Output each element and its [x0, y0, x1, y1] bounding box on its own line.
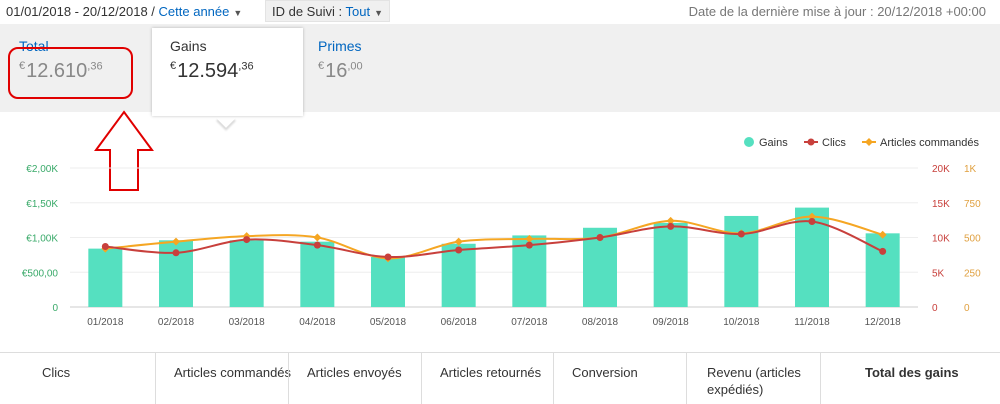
- point-clics: [172, 249, 180, 257]
- left-axis-tick: €500,00: [22, 268, 59, 279]
- x-axis-tick: 02/2018: [158, 317, 195, 328]
- chevron-down-icon[interactable]: ▼: [233, 8, 243, 18]
- point-clics: [101, 243, 109, 251]
- x-axis-tick: 11/2018: [794, 317, 830, 328]
- tab-primes-label[interactable]: Primes: [318, 38, 362, 54]
- point-articles-commandes: [878, 230, 887, 239]
- x-axis-tick: 03/2018: [229, 317, 266, 328]
- legend-swatch-clics-dot: [807, 138, 815, 146]
- legend-swatch-articles-dot: [865, 138, 873, 146]
- column-conversion[interactable]: Conversion: [572, 365, 638, 380]
- tab-primes-amount: €16,00: [318, 60, 363, 82]
- left-axis-tick: €1,50K: [26, 199, 58, 210]
- point-articles-commandes: [525, 234, 534, 243]
- x-axis-tick: 10/2018: [723, 317, 760, 328]
- right-axis-clics-tick: 15K: [932, 199, 950, 210]
- point-clics: [596, 234, 604, 241]
- tab-total-amount: €12.610,36: [19, 60, 103, 82]
- point-articles-commandes: [666, 216, 675, 225]
- column-total-gains[interactable]: Total des gains: [865, 365, 959, 380]
- point-clics: [879, 247, 887, 255]
- column-divider: [288, 353, 289, 404]
- point-clics: [455, 246, 463, 254]
- right-axis-articles-tick: 500: [964, 234, 981, 245]
- point-articles-commandes: [172, 237, 180, 246]
- point-clics: [737, 230, 745, 238]
- bar-gains: [653, 222, 688, 307]
- point-clics: [313, 241, 321, 249]
- tab-total[interactable]: Total €12.610,36: [19, 38, 103, 83]
- column-divider: [155, 353, 156, 404]
- tab-gains[interactable]: Gains €12.594,36: [152, 28, 303, 116]
- left-axis-tick: 0: [52, 303, 58, 314]
- point-clics: [525, 241, 533, 249]
- tracking-label: ID de Suivi :: [272, 4, 343, 19]
- point-clics: [243, 236, 251, 244]
- right-axis-clics-tick: 10K: [932, 234, 950, 245]
- tab-total-label[interactable]: Total: [19, 38, 49, 54]
- x-axis-tick: 08/2018: [582, 317, 619, 328]
- bar-gains: [229, 240, 264, 307]
- x-axis-tick: 04/2018: [299, 317, 336, 328]
- legend-label-gains: Gains: [759, 137, 788, 149]
- left-axis-tick: €1,00K: [26, 234, 58, 245]
- right-axis-articles-tick: 1K: [964, 164, 977, 175]
- bar-gains: [441, 243, 476, 307]
- bar-gains: [88, 248, 123, 307]
- period-link[interactable]: Cette année: [158, 4, 230, 19]
- date-range-selector[interactable]: 01/01/2018 - 20/12/2018 / Cette année ▼: [6, 4, 243, 19]
- left-axis-tick: €2,00K: [26, 164, 58, 175]
- column-articles-commandes[interactable]: Articles commandés: [174, 365, 292, 380]
- right-axis-articles-tick: 750: [964, 199, 981, 210]
- right-axis-clics-tick: 0: [932, 303, 938, 314]
- up-arrow-icon: [94, 110, 154, 191]
- line-clics: [105, 220, 884, 259]
- x-axis-tick: 07/2018: [511, 317, 548, 328]
- legend-label-articles: Articles commandés: [880, 137, 980, 149]
- tab-gains-amount: €12.594,36: [170, 60, 254, 82]
- point-articles-commandes: [454, 237, 463, 246]
- point-articles-commandes: [313, 233, 322, 242]
- chart-svg: 0€500,00€1,00K€1,50K€2,00K05K10K15K20K02…: [22, 137, 981, 328]
- chevron-down-icon[interactable]: ▼: [374, 8, 383, 18]
- right-axis-articles-tick: 0: [964, 303, 970, 314]
- column-articles-envoyes[interactable]: Articles envoyés: [307, 365, 402, 380]
- bar-gains: [300, 241, 335, 307]
- tab-primes[interactable]: Primes €16,00: [318, 38, 363, 83]
- x-axis-tick: 05/2018: [370, 317, 407, 328]
- earnings-chart: 0 €500,00 €1,00K €1,50K €2,00K 0 5K 10K 15K 20K 0 2…: [0, 112, 1000, 352]
- right-axis-clics-tick: 20K: [932, 164, 950, 175]
- legend-swatch-gains: [744, 137, 754, 147]
- metrics-columns: Clics Articles commandés Articles envoyé…: [0, 352, 1000, 404]
- right-axis-articles-tick: 250: [964, 268, 981, 279]
- column-divider: [820, 353, 821, 404]
- column-divider: [686, 353, 687, 404]
- x-axis-tick: 12/2018: [865, 317, 902, 328]
- column-articles-retournes[interactable]: Articles retournés: [440, 365, 542, 380]
- tracking-id-dropdown[interactable]: ID de Suivi : Tout ▼: [265, 0, 390, 22]
- last-update-text: Date de la dernière mise à jour : 20/12/…: [688, 4, 986, 19]
- bar-gains: [371, 256, 405, 307]
- point-clics: [808, 218, 816, 226]
- right-axis-clics-tick: 5K: [932, 268, 945, 279]
- point-clics: [667, 222, 675, 230]
- legend-label-clics: Clics: [822, 137, 846, 149]
- tab-gains-label[interactable]: Gains: [170, 38, 207, 54]
- x-axis-tick: 09/2018: [653, 317, 690, 328]
- column-clics[interactable]: Clics: [42, 365, 71, 380]
- toolbar: 01/01/2018 - 20/12/2018 / Cette année ▼ I…: [0, 0, 1000, 24]
- date-range-text: 01/01/2018 - 20/12/2018: [6, 4, 148, 19]
- tracking-value[interactable]: Tout: [345, 4, 371, 19]
- point-clics: [384, 253, 392, 261]
- column-divider: [421, 353, 422, 404]
- column-revenu[interactable]: Revenu (articles expédiés): [707, 365, 801, 397]
- column-divider: [553, 353, 554, 404]
- x-axis-tick: 01/2018: [87, 317, 124, 328]
- annotation-highlight-ring: [8, 47, 133, 99]
- x-axis-tick: 06/2018: [441, 317, 478, 328]
